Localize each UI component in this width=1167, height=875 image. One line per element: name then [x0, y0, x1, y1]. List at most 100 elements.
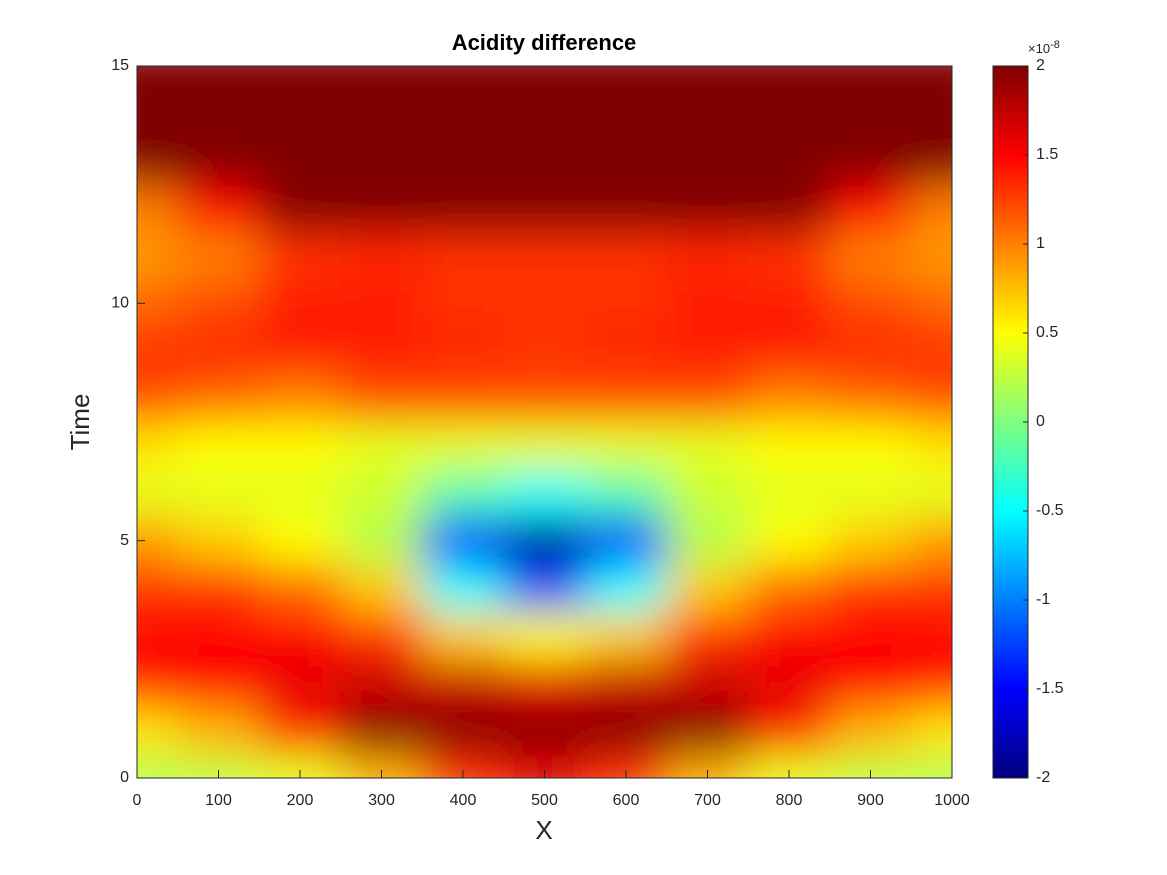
x-tick-label: 300	[368, 792, 395, 809]
y-axis-label: Time	[65, 394, 95, 451]
heat-cell	[666, 89, 749, 138]
colorbar-tick-label: 2	[1036, 57, 1045, 74]
chart-title: Acidity difference	[452, 30, 637, 55]
heat-cell	[422, 89, 505, 138]
heat-cell	[666, 279, 749, 328]
heat-cell	[748, 137, 831, 186]
heat-cell	[259, 232, 342, 281]
heat-cell	[748, 89, 831, 138]
heat-cell	[666, 754, 749, 778]
heat-cell	[177, 706, 260, 755]
heat-cell	[829, 184, 912, 233]
heat-cell	[503, 516, 586, 565]
heat-cell	[422, 374, 505, 423]
heat-cell	[666, 66, 749, 91]
x-axis-label: X	[535, 815, 552, 845]
heat-cell	[340, 469, 423, 518]
heat-cell	[259, 137, 342, 186]
heat-cell	[829, 374, 912, 423]
heat-cell	[177, 611, 260, 660]
heat-cell	[748, 66, 831, 91]
heat-cell	[585, 564, 668, 613]
heat-cell	[585, 66, 668, 91]
heat-cell	[911, 469, 952, 518]
heat-cell	[748, 469, 831, 518]
heat-cell	[259, 184, 342, 233]
x-tick-label: 900	[857, 792, 884, 809]
heat-cell	[748, 279, 831, 328]
heat-cell	[666, 374, 749, 423]
heat-cell	[340, 659, 423, 708]
heat-cell	[911, 89, 952, 138]
heat-cell	[911, 66, 952, 91]
heat-cell	[503, 327, 586, 376]
heat-cell	[829, 89, 912, 138]
heat-cell	[585, 516, 668, 565]
heat-cell	[340, 564, 423, 613]
heat-cell	[137, 327, 179, 376]
heat-cell	[137, 184, 179, 233]
heat-cell	[748, 754, 831, 778]
heat-cell	[585, 469, 668, 518]
heat-cell	[340, 66, 423, 91]
heat-cell	[422, 564, 505, 613]
heat-cell	[422, 516, 505, 565]
x-tick-label: 0	[133, 792, 142, 809]
heatmap	[137, 66, 952, 778]
heat-cell	[585, 89, 668, 138]
colorbar-tick-label: -1	[1036, 591, 1050, 608]
heat-cell	[259, 469, 342, 518]
colorbar-tick-label: -2	[1036, 769, 1050, 786]
heat-cell	[422, 706, 505, 755]
heat-cell	[666, 659, 749, 708]
heat-cell	[748, 232, 831, 281]
heat-cell	[748, 184, 831, 233]
heat-cell	[259, 374, 342, 423]
heat-cell	[503, 89, 586, 138]
heat-cell	[177, 469, 260, 518]
heat-cell	[422, 137, 505, 186]
heat-cell	[177, 422, 260, 470]
heat-cell	[666, 422, 749, 470]
heat-cell	[503, 184, 586, 233]
heat-cell	[340, 706, 423, 755]
heat-cell	[829, 706, 912, 755]
heat-cell	[666, 232, 749, 281]
colorbar-tick-label: 1	[1036, 235, 1045, 252]
heat-cell	[911, 422, 952, 470]
heat-cell	[503, 611, 586, 660]
heat-cell	[422, 469, 505, 518]
heat-cell	[340, 422, 423, 470]
heat-cell	[259, 89, 342, 138]
heat-cell	[259, 327, 342, 376]
colorbar-multiplier: ×10-8	[1028, 39, 1060, 57]
heat-cell	[422, 611, 505, 660]
x-tick-label: 800	[776, 792, 803, 809]
heat-cell	[666, 706, 749, 755]
heat-cell	[503, 422, 586, 470]
heat-cell	[911, 184, 952, 233]
heat-cell	[177, 89, 260, 138]
heat-cell	[503, 232, 586, 281]
heat-cell	[340, 232, 423, 281]
heat-cell	[177, 516, 260, 565]
heat-cell	[259, 611, 342, 660]
heat-cell	[340, 89, 423, 138]
heat-cell	[666, 327, 749, 376]
colorbar-tick-label: 1.5	[1036, 146, 1058, 163]
heat-cell	[829, 516, 912, 565]
heat-cell	[137, 611, 179, 660]
heat-cell	[829, 232, 912, 281]
heat-cell	[259, 66, 342, 91]
heat-cell	[422, 184, 505, 233]
heat-cell	[911, 611, 952, 660]
heat-cell	[585, 422, 668, 470]
heat-cell	[911, 564, 952, 613]
heat-cell	[177, 279, 260, 328]
heat-cell	[911, 706, 952, 755]
heat-cell	[259, 754, 342, 778]
heat-cell	[585, 279, 668, 328]
heat-cell	[829, 66, 912, 91]
heat-cell	[829, 422, 912, 470]
heat-cell	[422, 232, 505, 281]
